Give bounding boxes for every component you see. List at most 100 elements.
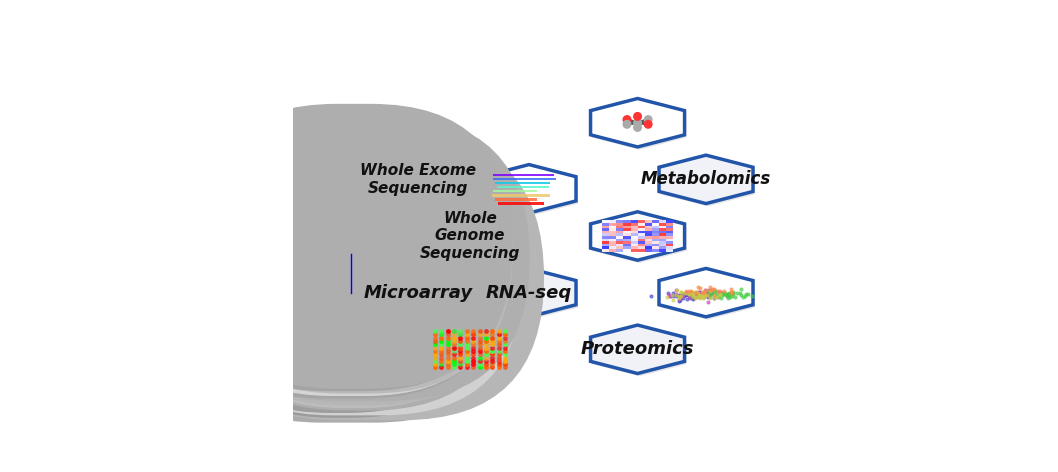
- Bar: [665, 231, 673, 233]
- Point: [701, 293, 718, 301]
- Point: [687, 292, 704, 299]
- Bar: [652, 220, 659, 223]
- Polygon shape: [425, 328, 518, 376]
- FancyBboxPatch shape: [179, 138, 516, 422]
- Point: [691, 289, 708, 297]
- Polygon shape: [659, 269, 753, 317]
- Point: [687, 294, 704, 302]
- Point: [729, 290, 746, 297]
- Point: [690, 288, 707, 295]
- Point: [689, 289, 706, 296]
- Point: [695, 288, 712, 296]
- Point: [714, 290, 731, 297]
- Bar: [631, 239, 638, 241]
- Bar: [602, 228, 609, 231]
- Polygon shape: [482, 165, 576, 213]
- Point: [664, 296, 681, 303]
- Bar: [617, 228, 623, 231]
- FancyBboxPatch shape: [195, 104, 512, 389]
- Polygon shape: [484, 271, 578, 320]
- Point: [691, 291, 708, 299]
- Bar: [623, 228, 631, 231]
- Point: [732, 292, 749, 299]
- Point: [677, 292, 694, 299]
- Point: [673, 288, 690, 295]
- Point: [715, 290, 732, 297]
- Point: [687, 289, 704, 296]
- Bar: [609, 249, 617, 252]
- Polygon shape: [592, 101, 687, 150]
- Point: [695, 292, 712, 299]
- Bar: [631, 249, 638, 252]
- Point: [661, 292, 678, 299]
- Point: [704, 286, 720, 293]
- Point: [709, 293, 726, 301]
- Point: [661, 292, 678, 300]
- Point: [683, 295, 700, 302]
- Bar: [644, 249, 652, 252]
- Point: [680, 290, 697, 297]
- Bar: [659, 249, 665, 252]
- Circle shape: [634, 119, 641, 126]
- Bar: [659, 244, 665, 246]
- Point: [699, 298, 716, 305]
- Point: [682, 294, 699, 301]
- Bar: [623, 249, 631, 252]
- FancyBboxPatch shape: [197, 135, 544, 420]
- Bar: [602, 249, 609, 252]
- Point: [677, 287, 694, 295]
- Bar: [602, 231, 609, 233]
- Bar: [631, 246, 638, 249]
- Point: [693, 290, 710, 297]
- Bar: [497, 186, 549, 188]
- Point: [683, 293, 700, 301]
- Point: [690, 291, 707, 299]
- Point: [677, 290, 694, 298]
- Point: [698, 291, 715, 299]
- Point: [694, 291, 711, 298]
- Point: [671, 295, 688, 303]
- Point: [700, 287, 717, 295]
- Bar: [609, 246, 617, 249]
- Bar: [644, 223, 652, 226]
- Point: [701, 287, 718, 295]
- Point: [687, 291, 704, 299]
- Point: [682, 288, 699, 296]
- Point: [711, 288, 728, 296]
- Bar: [652, 241, 659, 244]
- Point: [711, 287, 728, 295]
- Point: [719, 290, 736, 298]
- Bar: [665, 244, 673, 246]
- Point: [695, 292, 712, 299]
- Bar: [493, 190, 536, 193]
- FancyBboxPatch shape: [190, 130, 524, 415]
- Bar: [617, 231, 623, 233]
- Bar: [617, 220, 623, 223]
- Bar: [665, 226, 673, 228]
- Point: [685, 290, 701, 297]
- Point: [725, 290, 742, 298]
- Point: [695, 294, 712, 302]
- Polygon shape: [661, 158, 755, 206]
- Bar: [638, 226, 644, 228]
- Bar: [623, 239, 631, 241]
- Point: [695, 289, 712, 296]
- Point: [725, 288, 742, 295]
- Bar: [602, 220, 609, 223]
- Point: [691, 285, 708, 292]
- Bar: [638, 231, 644, 233]
- Bar: [659, 223, 665, 226]
- Point: [677, 290, 694, 297]
- Point: [669, 287, 686, 294]
- Bar: [623, 231, 631, 233]
- Point: [731, 289, 748, 297]
- Text: Whole
Genome
Sequencing: Whole Genome Sequencing: [420, 211, 521, 261]
- Point: [673, 292, 690, 300]
- Bar: [609, 226, 617, 228]
- Bar: [631, 241, 638, 244]
- FancyBboxPatch shape: [184, 106, 506, 391]
- Point: [740, 290, 756, 298]
- Point: [667, 292, 683, 300]
- Polygon shape: [425, 215, 518, 263]
- Bar: [602, 233, 609, 236]
